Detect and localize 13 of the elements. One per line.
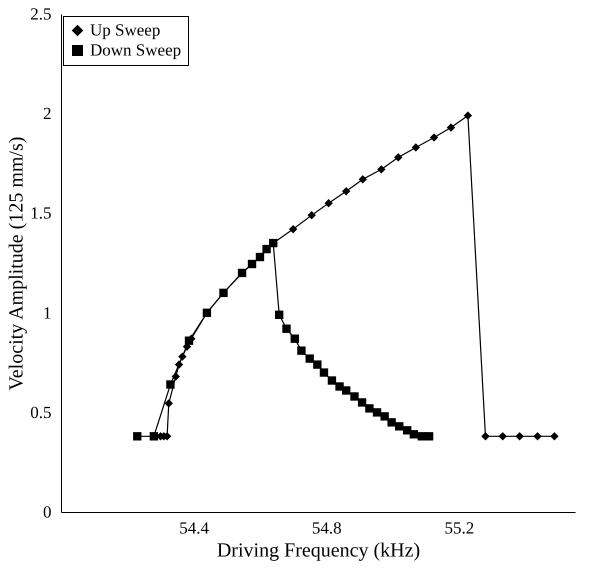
y-tick-label: 2 xyxy=(43,104,52,124)
y-tick-label: 0.5 xyxy=(30,402,52,422)
y-axis-title: Velocity Amplitude (125 mm/s) xyxy=(5,136,28,390)
legend-label: Up Sweep xyxy=(90,20,160,40)
y-tick-label: 2.5 xyxy=(30,4,52,24)
x-tick-label: 55.2 xyxy=(444,518,474,538)
legend-label: Down Sweep xyxy=(90,40,182,60)
y-tick-label: 1 xyxy=(43,303,52,322)
y-tick-label: 0 xyxy=(43,502,52,522)
y-tick-label: 1.5 xyxy=(30,204,52,223)
x-axis-title: Driving Frequency (kHz) xyxy=(216,540,420,562)
x-tick-label: 54.4 xyxy=(179,518,210,538)
x-tick-label: 54.8 xyxy=(312,518,342,538)
